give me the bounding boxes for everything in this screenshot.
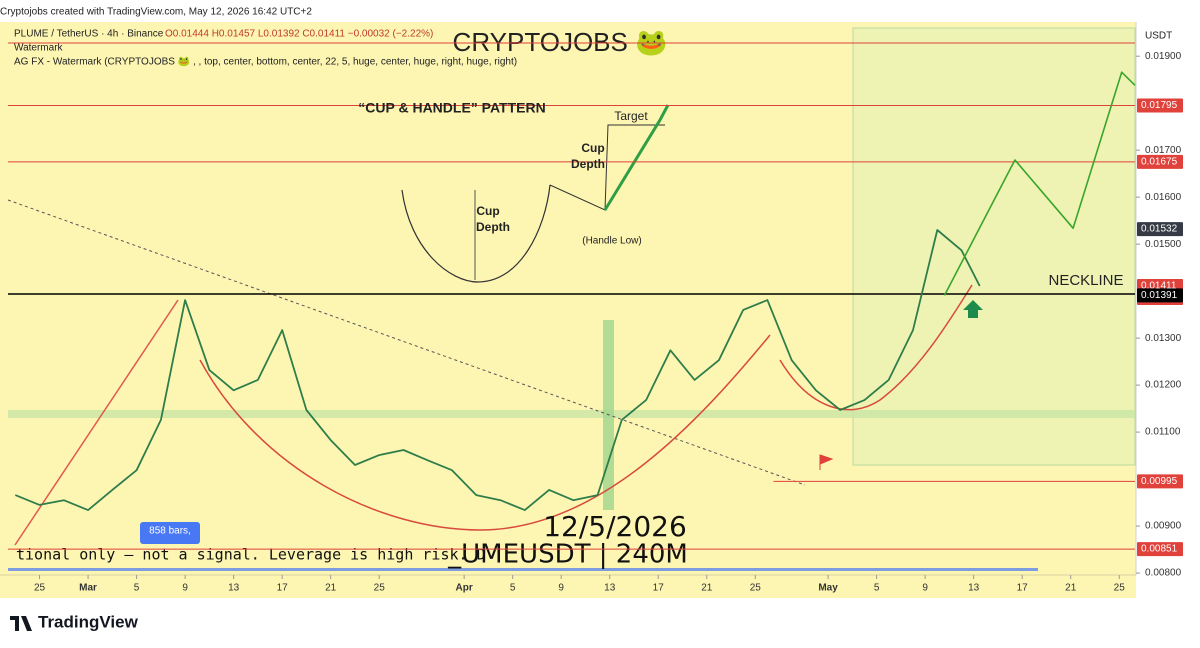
y-unit: USDT	[1145, 31, 1172, 42]
pattern-cup	[401, 184, 551, 283]
brand: TradingView	[38, 612, 139, 631]
pattern-breakout	[603, 104, 670, 211]
watermark: _UMEUSDT | 240M	[447, 540, 688, 570]
support-band	[8, 410, 1135, 418]
x-tick-label: 5	[510, 583, 516, 594]
y-tick-label: 0.01100	[1145, 427, 1181, 438]
x-tick-label: 17	[653, 583, 665, 594]
price-label: 0.00995	[1141, 476, 1178, 487]
y-tick-label: 0.01200	[1145, 380, 1182, 391]
cup-curve	[199, 334, 771, 531]
x-tick-label: 17	[277, 583, 289, 594]
price-label-box	[1137, 542, 1183, 557]
target-zone	[852, 27, 1136, 466]
price-axis-background	[1136, 22, 1200, 598]
x-tick-label: Apr	[456, 583, 473, 594]
ohlc: O0.01444 H0.01457 L0.01392 C0.01411 −0.0…	[165, 29, 433, 40]
annotation: Depth	[571, 157, 605, 171]
x-tick-label: 9	[558, 583, 564, 594]
brand-logo	[10, 616, 32, 631]
up-arrow	[963, 300, 983, 318]
y-tick-label: 0.01300	[1145, 333, 1182, 344]
x-tick-label: 13	[968, 583, 980, 594]
annotation: Cup	[476, 204, 499, 218]
annotation: Depth	[476, 220, 510, 234]
bars-badge	[140, 522, 200, 544]
x-tick-label: 5	[874, 583, 880, 594]
y-tick-label: 0.01600	[1145, 192, 1182, 203]
price-label: 0.01391	[1141, 290, 1178, 301]
x-tick-label: 25	[374, 583, 386, 594]
price-label-box	[1137, 154, 1183, 169]
range-bar	[8, 568, 1038, 571]
indicator: Watermark	[14, 43, 64, 54]
disclaimer: tional only — not a signal. Leverage is …	[16, 546, 486, 564]
chart-title: CRYPTOJOBS 🐸	[453, 27, 668, 57]
x-tick-label: 25	[750, 583, 762, 594]
indicator: AG FX - Watermark (CRYPTOJOBS 🐸 , , top,…	[14, 56, 517, 68]
annotation: NECKLINE	[1048, 272, 1123, 289]
y-tick-label: 0.01500	[1145, 239, 1182, 250]
credit: Cryptojobs created with TradingView.com,…	[0, 7, 312, 18]
x-tick-label: 13	[604, 583, 616, 594]
x-tick-label: 25	[34, 583, 46, 594]
bars-label: 858 bars,	[149, 526, 191, 537]
x-tick-label: 5	[134, 583, 140, 594]
price-label-box	[1137, 288, 1183, 303]
price-label: 0.01411	[1141, 281, 1177, 292]
price-label: 0.00851	[1141, 544, 1178, 555]
y-tick-label: 0.00900	[1145, 521, 1182, 532]
price-label-box	[1137, 222, 1183, 237]
price-label: 0.01795	[1141, 100, 1178, 111]
y-tick-label: 0.01700	[1145, 145, 1182, 156]
price-label-box	[1137, 474, 1183, 489]
x-tick-label: 9	[922, 583, 928, 594]
y-tick-label: 0.00800	[1145, 568, 1182, 579]
x-tick-label: May	[818, 583, 838, 594]
x-tick-label: 21	[325, 583, 337, 594]
x-tick-label: 9	[182, 583, 188, 594]
price-label-box	[1137, 98, 1183, 113]
flag-icon	[819, 454, 834, 470]
y-tick-label: 0.01900	[1145, 51, 1182, 62]
x-tick-label: 21	[1065, 583, 1077, 594]
symbol-legend: PLUME / TetherUS · 4h · Binance	[14, 29, 164, 40]
price-line	[14, 229, 981, 511]
pattern-handle	[549, 124, 665, 211]
x-tick-label: 21	[701, 583, 713, 594]
cup-curve	[779, 284, 973, 411]
annotation: Cup	[581, 141, 604, 155]
annotation: “CUP & HANDLE” PATTERN	[358, 100, 545, 116]
x-tick-label: 13	[228, 583, 240, 594]
x-tick-label: 25	[1114, 583, 1126, 594]
watermark: 12/5/2026	[543, 510, 687, 543]
projection-line	[943, 71, 1136, 296]
annotation: (Handle Low)	[582, 236, 641, 247]
price-label: 0.01675	[1141, 157, 1178, 168]
x-tick-label: Mar	[79, 583, 97, 594]
annotation: Target	[614, 109, 648, 123]
x-tick-label: 17	[1017, 583, 1029, 594]
price-label: 0.01532	[1141, 224, 1178, 235]
